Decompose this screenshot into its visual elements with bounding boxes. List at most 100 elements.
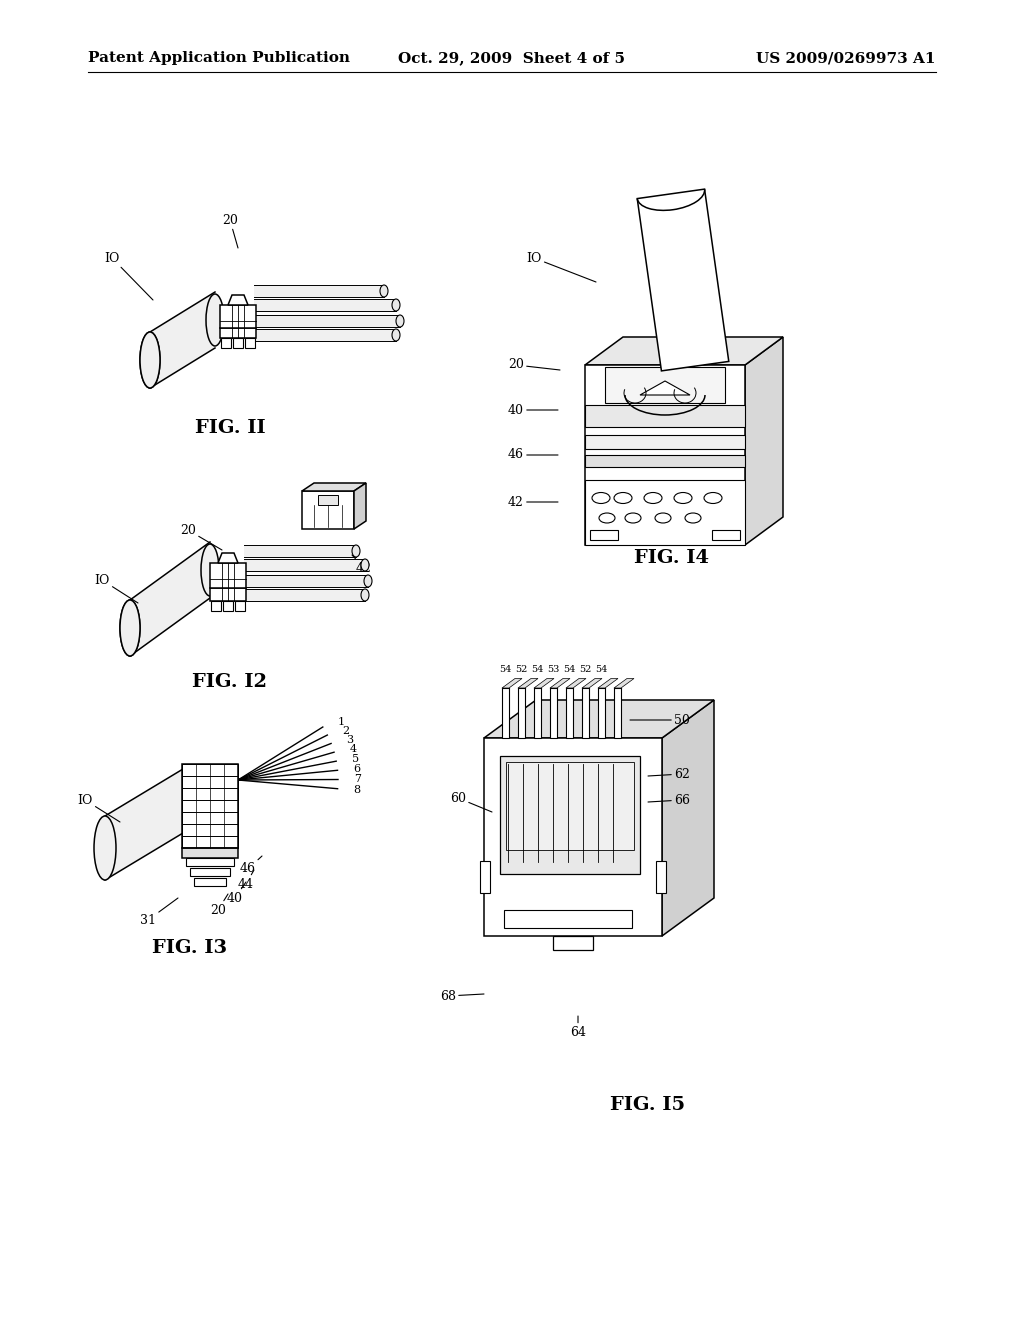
Text: 64: 64 [570, 1016, 586, 1039]
Text: 42: 42 [508, 495, 558, 508]
Bar [585, 405, 745, 426]
Polygon shape [254, 315, 400, 327]
Polygon shape [220, 305, 256, 327]
Text: 62: 62 [648, 767, 690, 780]
Text: 40: 40 [508, 404, 558, 417]
Text: FIG. I5: FIG. I5 [610, 1096, 685, 1114]
Text: IO: IO [94, 573, 138, 603]
Polygon shape [150, 292, 215, 388]
Text: 20: 20 [508, 359, 560, 371]
Polygon shape [518, 678, 538, 688]
Bar [585, 455, 745, 467]
Bar [182, 764, 238, 776]
Text: 1: 1 [337, 717, 344, 727]
Text: 46: 46 [508, 449, 558, 462]
Text: 54: 54 [595, 665, 607, 675]
Polygon shape [105, 766, 188, 880]
Ellipse shape [361, 589, 369, 601]
Bar [182, 824, 238, 836]
Bar [598, 688, 605, 738]
Text: 68: 68 [440, 990, 484, 1002]
Bar [585, 436, 745, 449]
Ellipse shape [201, 544, 219, 597]
Text: 20: 20 [222, 214, 238, 248]
Text: US 2009/0269973 A1: US 2009/0269973 A1 [757, 51, 936, 65]
Ellipse shape [380, 285, 388, 297]
Polygon shape [130, 543, 210, 656]
Text: 42: 42 [352, 554, 372, 574]
Text: IO: IO [104, 252, 153, 300]
Polygon shape [566, 678, 586, 688]
Polygon shape [550, 678, 570, 688]
Polygon shape [254, 329, 396, 341]
Text: 8: 8 [353, 784, 360, 795]
Bar [656, 861, 666, 894]
Ellipse shape [94, 816, 116, 880]
Bar [484, 738, 662, 936]
Bar [506, 762, 634, 850]
Bar [194, 878, 226, 886]
Text: 5: 5 [352, 754, 359, 764]
Polygon shape [534, 678, 554, 688]
Text: 54: 54 [499, 665, 511, 675]
Ellipse shape [655, 513, 671, 523]
Bar [504, 909, 632, 928]
Bar [186, 858, 234, 866]
Ellipse shape [206, 294, 224, 346]
Ellipse shape [392, 329, 400, 341]
Bar [302, 491, 354, 529]
Text: 60: 60 [450, 792, 492, 812]
Bar [614, 688, 621, 738]
Polygon shape [210, 587, 246, 601]
Text: 54: 54 [530, 665, 543, 675]
Polygon shape [484, 700, 714, 738]
Text: 4: 4 [349, 744, 356, 755]
Bar [585, 480, 745, 545]
Polygon shape [662, 700, 714, 936]
Text: FIG. II: FIG. II [195, 418, 265, 437]
Ellipse shape [392, 300, 400, 312]
Bar [182, 776, 238, 788]
Text: 46: 46 [240, 855, 262, 875]
Bar [318, 495, 338, 506]
Ellipse shape [644, 492, 662, 503]
Ellipse shape [140, 333, 160, 388]
Text: 6: 6 [353, 764, 360, 775]
Text: 52: 52 [579, 665, 591, 675]
Ellipse shape [361, 558, 369, 572]
Ellipse shape [120, 601, 140, 656]
Text: Oct. 29, 2009  Sheet 4 of 5: Oct. 29, 2009 Sheet 4 of 5 [398, 51, 626, 65]
Text: 40: 40 [308, 483, 326, 503]
Ellipse shape [614, 492, 632, 503]
Ellipse shape [599, 513, 615, 523]
Polygon shape [228, 294, 248, 305]
Text: FIG. I2: FIG. I2 [193, 673, 267, 690]
Ellipse shape [396, 315, 404, 327]
Bar [182, 812, 238, 824]
Polygon shape [502, 678, 522, 688]
Bar [182, 800, 238, 812]
Ellipse shape [592, 492, 610, 503]
Bar [502, 688, 509, 738]
Bar [221, 338, 231, 348]
Bar [223, 601, 233, 611]
Ellipse shape [140, 333, 160, 388]
Polygon shape [585, 337, 783, 366]
Bar [182, 836, 238, 847]
Polygon shape [244, 589, 365, 601]
Text: 66: 66 [648, 793, 690, 807]
Ellipse shape [364, 576, 372, 587]
Bar [550, 688, 557, 738]
Polygon shape [254, 300, 396, 312]
Bar [534, 688, 541, 738]
Bar [182, 764, 238, 847]
Polygon shape [745, 337, 783, 545]
Text: 50: 50 [630, 714, 690, 726]
Bar [712, 531, 740, 540]
Polygon shape [244, 545, 356, 557]
Text: Patent Application Publication: Patent Application Publication [88, 51, 350, 65]
Bar [500, 756, 640, 874]
Polygon shape [210, 564, 246, 587]
Polygon shape [302, 483, 366, 491]
Polygon shape [244, 558, 365, 572]
